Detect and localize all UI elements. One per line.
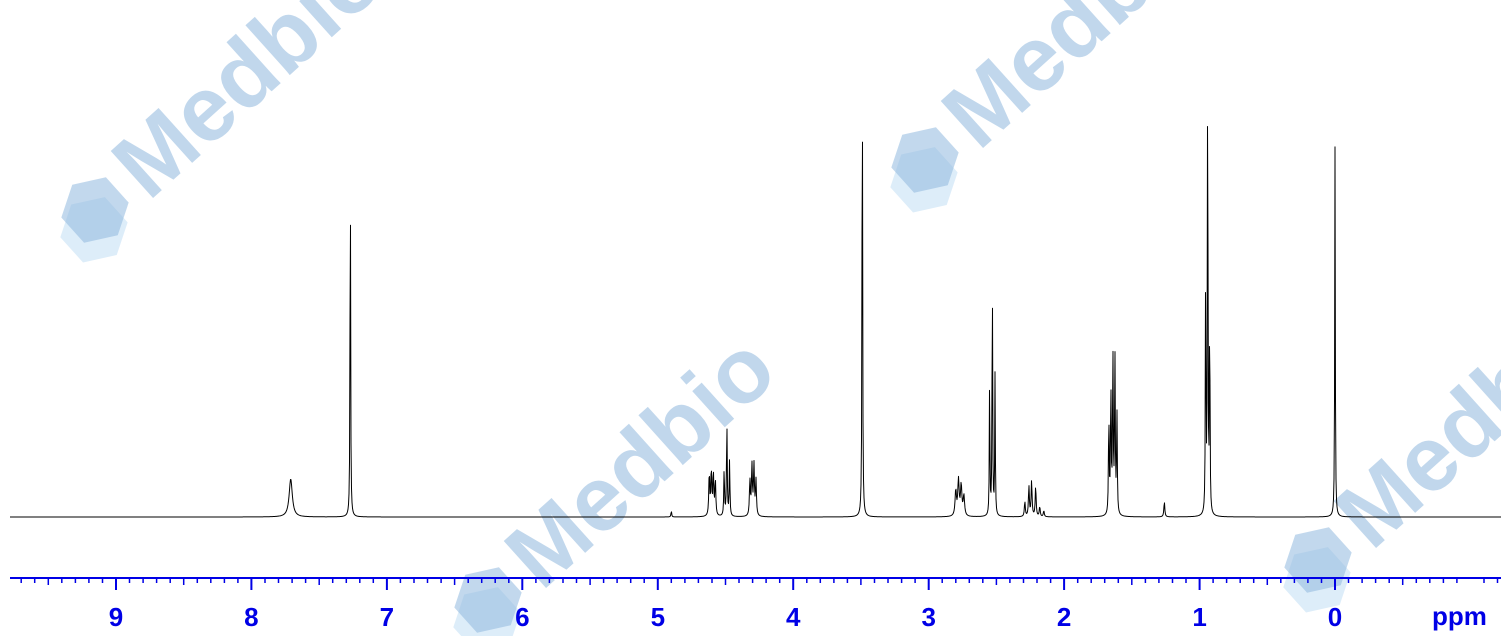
x-axis: 9 8 7 6 5 4 3 2 1 0 ppm [10,577,1501,632]
watermark-logo: Medbio [453,316,795,636]
x-axis-tick-label: 1 [1192,602,1206,632]
watermark-text: Medbio [94,0,402,217]
x-axis-tick-label: 5 [651,602,665,632]
spectrum-trace [10,125,1501,518]
x-axis-minor-ticks [20,578,1499,585]
x-axis-tick-label: 2 [1057,602,1071,632]
x-axis-tick-label: 6 [515,602,529,632]
watermark-layer: Medbio Medbio Medbio Medbio [60,0,1501,636]
x-axis-tick-label: 3 [921,602,935,632]
watermark-hex-dark-icon [454,567,522,633]
x-axis-tick-label: 7 [380,602,394,632]
x-axis-tick-label: 4 [786,602,801,632]
watermark-text: Medbio [1317,276,1501,567]
x-axis-tick-label: 0 [1328,602,1342,632]
x-axis-tick-labels: 9 8 7 6 5 4 3 2 1 0 [109,602,1342,632]
watermark-hex-dark-icon [1284,527,1352,593]
watermark-hex-dark-icon [61,177,129,243]
x-axis-tick-label: 8 [244,602,258,632]
watermark-logo: Medbio [1283,276,1501,613]
watermark-hex-dark-icon [891,127,959,193]
x-axis-unit-label: ppm [1432,601,1487,631]
watermark-logo: Medbio [60,0,402,263]
x-axis-tick-label: 9 [109,602,123,632]
watermark-text: Medbio [924,0,1232,167]
x-axis-major-ticks [115,578,1336,590]
watermark-text: Medbio [487,316,795,607]
watermark-logo: Medbio [890,0,1232,213]
